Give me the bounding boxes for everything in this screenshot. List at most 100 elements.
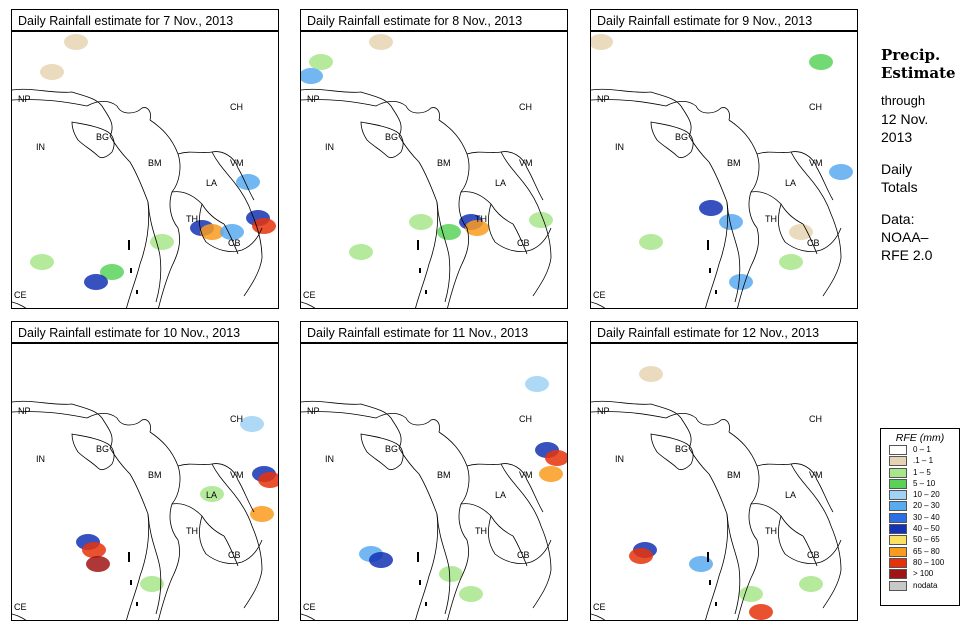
map-label-ce: CE: [14, 602, 27, 612]
legend-row: 30 – 40: [881, 512, 959, 523]
country-borders: [591, 88, 842, 308]
map-label-la: LA: [495, 490, 507, 500]
legend-row: 65 – 80: [881, 546, 959, 557]
map-label-cb: CB: [517, 238, 530, 248]
rainfall-panel-5: Daily Rainfall estimate for 11 Nov., 201…: [300, 321, 570, 621]
rain-patch: [82, 542, 106, 558]
rain-patch: [719, 214, 743, 230]
map-label-la: LA: [206, 178, 218, 188]
panel-title: Daily Rainfall estimate for 11 Nov., 201…: [300, 321, 568, 343]
rain-patch: [437, 224, 461, 240]
map-label-th: TH: [475, 526, 487, 536]
caption-through-line-1: through: [881, 93, 926, 108]
legend-swatch: [889, 546, 907, 557]
map-label-cb: CB: [807, 238, 820, 248]
rain-patch: [809, 54, 833, 70]
map-label-bm: BM: [148, 158, 162, 168]
map-label-bg: BG: [385, 132, 399, 142]
rain-patches: [76, 416, 278, 592]
map-label-ce: CE: [593, 290, 606, 300]
map-label-vm: VM: [809, 470, 823, 480]
map-label-np: NP: [597, 94, 610, 104]
islands: [417, 240, 427, 294]
panel-title: Daily Rainfall estimate for 12 Nov., 201…: [590, 321, 858, 343]
rain-patch: [729, 274, 753, 290]
legend-swatch: [889, 569, 907, 580]
map-label-vm: VM: [230, 158, 244, 168]
rain-patch: [236, 174, 260, 190]
legend-swatch: [889, 445, 907, 455]
map-boundaries: [591, 366, 842, 620]
country-borders: [12, 400, 263, 620]
map-label-th: TH: [475, 214, 487, 224]
rain-patch: [309, 54, 333, 70]
map-label-ce: CE: [303, 290, 316, 300]
map-label-np: NP: [18, 406, 31, 416]
rain-patches: [301, 34, 553, 260]
rain-patch: [84, 274, 108, 290]
legend-label: 40 – 50: [913, 524, 940, 534]
rain-patches: [359, 376, 567, 602]
panel-map: NP CH IN BG BM VM LA TH CB CE: [590, 31, 858, 309]
legend-swatch: [889, 501, 907, 512]
rain-patch: [100, 264, 124, 280]
legend-label: 5 – 10: [913, 478, 936, 488]
rain-patch: [439, 566, 463, 582]
caption-through-line-3: 2013: [881, 129, 913, 145]
country-borders: [12, 88, 263, 308]
map-label-bm: BM: [148, 470, 162, 480]
panel-map: NP CH IN BG BM VM LA TH CB CE: [300, 343, 568, 621]
islands: [128, 240, 138, 294]
legend-label: > 100: [913, 569, 934, 579]
caption-data-line-2: NOAA–: [881, 229, 929, 245]
legend-row: 10 – 20: [881, 489, 959, 501]
map-label-ch: CH: [230, 102, 243, 112]
rain-patch: [150, 234, 174, 250]
map-label-vm: VM: [519, 158, 533, 168]
map-boundaries: [301, 376, 567, 620]
map-label-np: NP: [18, 94, 31, 104]
rain-patch: [240, 416, 264, 432]
map-label-la: LA: [206, 490, 218, 500]
legend-label: 50 – 65: [913, 535, 940, 545]
map-boundaries: [591, 34, 853, 308]
rain-patch: [409, 214, 433, 230]
rainfall-panel-6: Daily Rainfall estimate for 12 Nov., 201…: [590, 321, 860, 621]
legend-row: nodata: [881, 580, 959, 591]
map-boundaries: [12, 400, 278, 620]
map-label-bg: BG: [96, 132, 110, 142]
map-label-bg: BG: [385, 444, 399, 454]
legend-row: 40 – 50: [881, 523, 959, 535]
rain-patch: [200, 486, 224, 502]
map-label-bm: BM: [727, 158, 741, 168]
rain-patch: [258, 472, 278, 488]
rain-patch: [591, 34, 613, 50]
rainfall-panel-4: Daily Rainfall estimate for 10 Nov., 201…: [11, 321, 281, 621]
legend-row: 0 – 1: [881, 444, 959, 455]
legend-swatch: [889, 512, 907, 523]
rainfall-panel-3: Daily Rainfall estimate for 9 Nov., 2013: [590, 9, 860, 309]
caption-title-line-2: Estimate: [881, 64, 956, 82]
legend-label: 80 – 100: [913, 557, 945, 567]
map-label-la: LA: [495, 178, 507, 188]
map-boundaries: [12, 34, 276, 308]
map-label-in: IN: [325, 142, 334, 152]
legend-swatch: [889, 524, 907, 535]
rain-patch: [829, 164, 853, 180]
legend-swatch: [889, 557, 907, 568]
legend-row: 5 – 10: [881, 478, 959, 489]
country-borders: [591, 400, 842, 620]
caption-daily: Daily Totals: [881, 160, 965, 196]
map-label-bg: BG: [675, 132, 689, 142]
legend-row: 20 – 30: [881, 500, 959, 512]
rain-patch: [529, 212, 553, 228]
rain-patches: [30, 34, 276, 290]
country-borders: [301, 400, 552, 620]
legend-row: > 100: [881, 568, 959, 580]
rain-patch: [86, 556, 110, 572]
rain-patch: [545, 450, 567, 466]
legend-label: .1 – 1: [913, 456, 934, 466]
map-label-ch: CH: [519, 102, 532, 112]
panel-title: Daily Rainfall estimate for 10 Nov., 201…: [11, 321, 279, 343]
legend-label: 10 – 20: [913, 490, 940, 500]
